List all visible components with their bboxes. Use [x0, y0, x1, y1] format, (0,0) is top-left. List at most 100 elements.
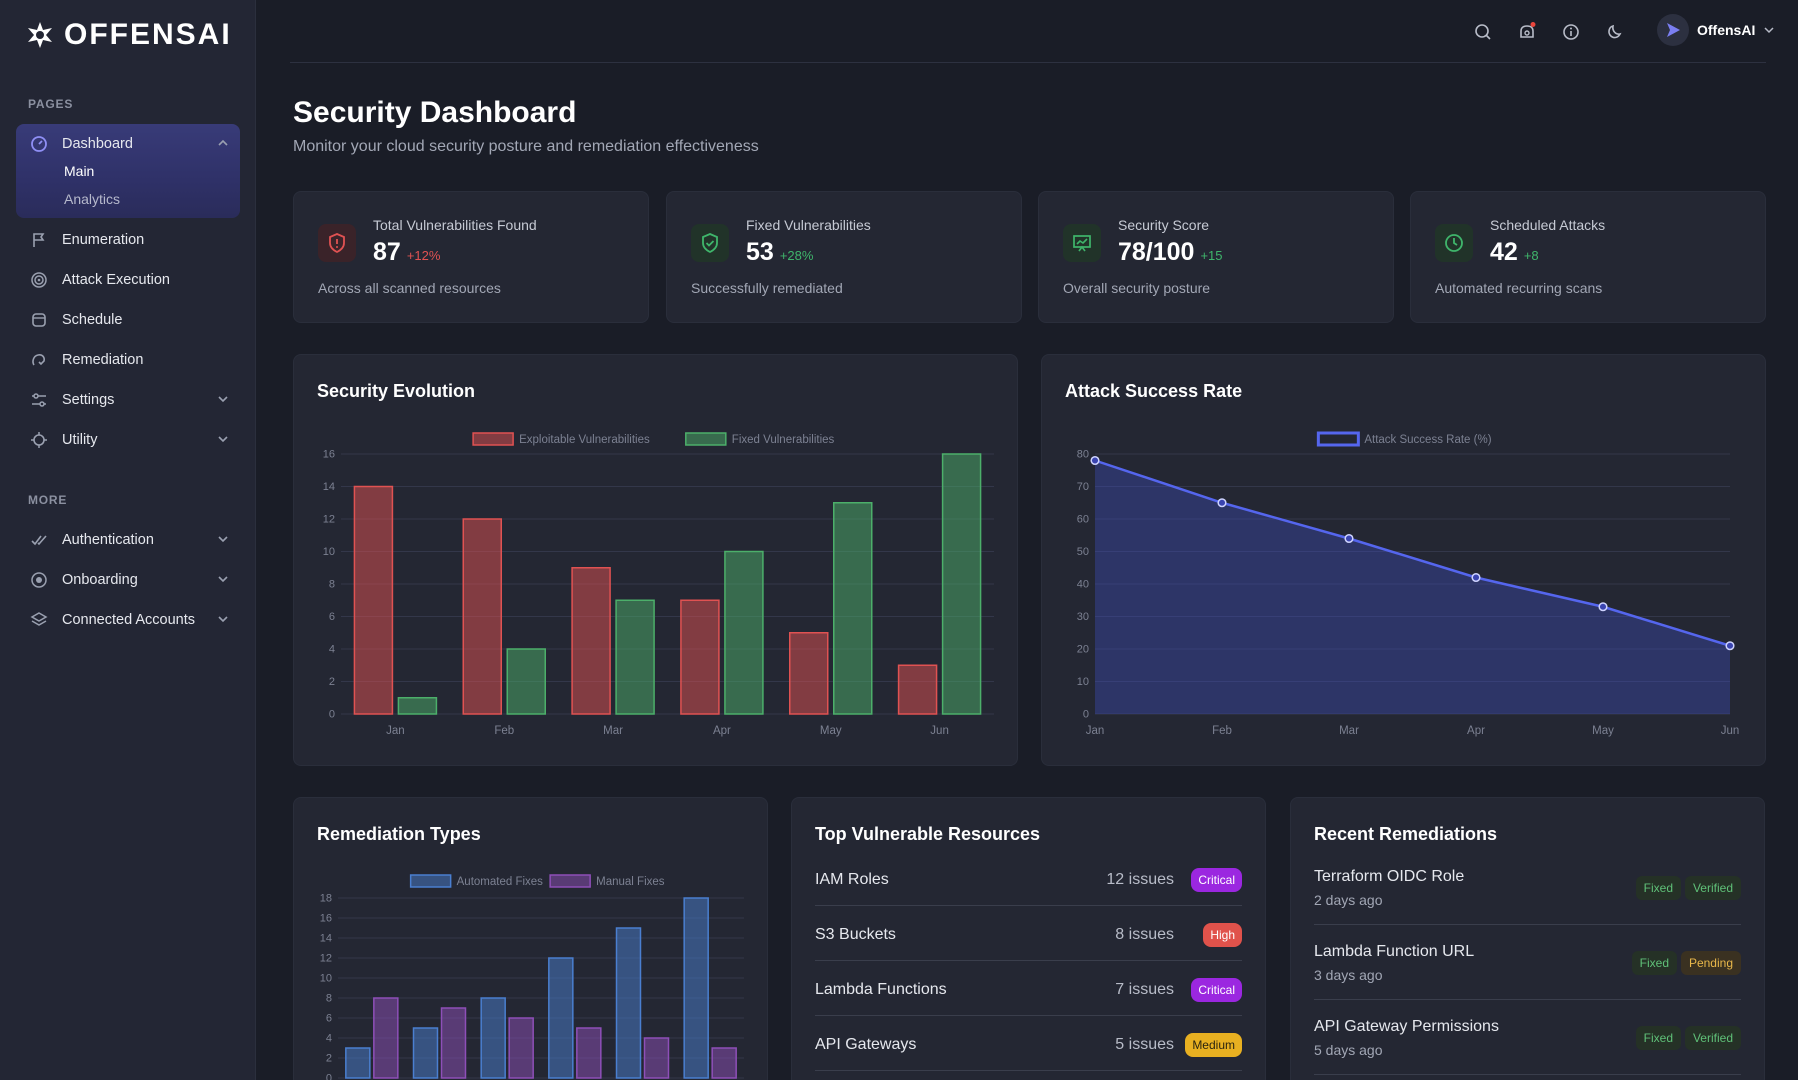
sidebar-item-enumeration[interactable]: Enumeration: [16, 222, 240, 258]
sidebar-item-label: Settings: [62, 392, 115, 408]
remediation-row[interactable]: Terraform OIDC Role 2 days ago Fixed Ver…: [1314, 850, 1741, 925]
remediation-row[interactable]: API Gateway Permissions 5 days ago Fixed…: [1314, 1000, 1741, 1075]
sliders-icon: [30, 391, 48, 409]
stat-label: Total Vulnerabilities Found: [373, 217, 537, 233]
stat-card-total-vulnerabilities: Total Vulnerabilities Found 87 +12% Acros…: [293, 191, 649, 323]
severity-badge: Medium: [1185, 1033, 1242, 1057]
y-tick-label: 14: [320, 933, 332, 945]
y-tick-label: 10: [1077, 676, 1089, 688]
sidebar-item-authentication[interactable]: Authentication: [16, 522, 240, 558]
resource-row[interactable]: IAM Roles 12 issues Critical: [815, 851, 1242, 906]
y-tick-label: 16: [320, 913, 332, 925]
resource-row[interactable]: S3 Buckets 8 issues High: [815, 906, 1242, 961]
stat-number: 78/100: [1118, 238, 1195, 266]
resource-count: 7 issues: [1115, 981, 1174, 998]
info-icon[interactable]: [1559, 20, 1583, 44]
y-tick-label: 40: [1077, 579, 1089, 591]
sidebar-item-onboarding[interactable]: Onboarding: [16, 562, 240, 598]
x-tick-label: Feb: [1212, 725, 1232, 737]
play-icon: [1667, 23, 1680, 37]
stat-delta: +8: [1523, 248, 1539, 263]
bar: [897, 664, 938, 715]
resource-row[interactable]: API Gateways 5 issues Medium: [815, 1016, 1242, 1071]
panel-title: Remediation Types: [317, 824, 481, 844]
logo-icon: [28, 22, 52, 48]
sidebar-item-remediation[interactable]: Remediation: [16, 342, 240, 378]
bar: [412, 1027, 439, 1079]
dashboard-icon: [30, 135, 48, 153]
y-tick-label: 60: [1077, 514, 1089, 526]
bar: [548, 957, 574, 1079]
bar: [353, 485, 394, 715]
y-tick-label: 0: [1083, 709, 1089, 721]
bar: [941, 453, 982, 715]
resource-name: API Gateways: [815, 1036, 917, 1053]
y-tick-label: 14: [323, 481, 335, 493]
user-name: OffensAI: [1697, 22, 1756, 38]
sidebar-item-utility[interactable]: Utility: [16, 422, 240, 458]
resource-row[interactable]: Lambda Functions 7 issues Critical: [815, 961, 1242, 1016]
remediation-row[interactable]: Lambda Function URL 3 days ago Fixed Pen…: [1314, 925, 1741, 1000]
sidebar-subitem-main[interactable]: Main: [64, 163, 95, 179]
bar: [711, 1047, 737, 1079]
bar: [615, 599, 655, 715]
remediation-types-panel: Remediation Types 0 2 4 6 8 10 12 14 16 18 Automat…: [293, 797, 768, 1080]
stat-value: 78/100 +15: [1118, 238, 1223, 267]
sidebar-item-label: Authentication: [62, 532, 154, 548]
sidebar-subitem-analytics[interactable]: Analytics: [64, 191, 121, 207]
severity-badge: Critical: [1191, 978, 1242, 1002]
y-tick-label: 6: [326, 1013, 332, 1025]
verification-badge: Pending: [1680, 951, 1741, 975]
x-tick-label: May: [1592, 725, 1614, 737]
sidebar-item-dashboard[interactable]: Dashboard: [16, 126, 240, 162]
logo[interactable]: OFFENSAI: [24, 18, 232, 52]
panel-title: Top Vulnerable Resources: [815, 824, 1041, 844]
x-tick-label: Apr: [713, 725, 731, 737]
page-title: Security Dashboard: [293, 96, 577, 129]
chevron-down-icon: [216, 572, 230, 590]
remediation-time: 5 days ago: [1314, 1042, 1383, 1058]
bar: [724, 550, 764, 715]
data-point: [1344, 533, 1354, 544]
sidebar-item-connected-accounts[interactable]: Connected Accounts: [16, 602, 240, 638]
series-line: [1094, 459, 1731, 647]
logo-text: OFFENSAI: [64, 18, 232, 51]
stat-label: Security Score: [1118, 217, 1210, 233]
search-icon[interactable]: [1471, 20, 1495, 44]
legend-label: Attack Success Rate (%): [1364, 434, 1491, 446]
remediation-time: 2 days ago: [1314, 892, 1383, 908]
status-badge: Fixed: [1635, 1026, 1681, 1050]
bar: [397, 697, 438, 715]
user-menu[interactable]: OffensAI: [1657, 14, 1775, 46]
status-badge: Fixed: [1635, 876, 1681, 900]
legend-label: Automated Fixes: [457, 876, 544, 888]
remediation-time: 3 days ago: [1314, 967, 1383, 983]
y-tick-label: 12: [320, 953, 332, 965]
sidebar-item-settings[interactable]: Settings: [16, 382, 240, 418]
stat-number: 87: [373, 238, 401, 266]
legend-swatch: [549, 874, 591, 888]
resource-name: Lambda Functions: [815, 981, 947, 998]
sidebar-item-schedule[interactable]: Schedule: [16, 302, 240, 338]
more-section-label: MORE: [28, 493, 68, 507]
stat-description: Overall security posture: [1063, 280, 1211, 296]
x-tick-label: May: [820, 725, 842, 737]
data-point: [1598, 602, 1608, 612]
y-tick-label: 8: [329, 579, 335, 591]
legend-label: Exploitable Vulnerabilities: [519, 434, 650, 446]
resource-name: IAM Roles: [815, 871, 889, 888]
resource-count: 12 issues: [1106, 871, 1174, 888]
sidebar-item-attack-execution[interactable]: Attack Execution: [16, 262, 240, 298]
attack-success-chart: 0 10 20 30 40 50 60 70 80 Attack Success Rate (%)…: [1077, 431, 1739, 737]
bar: [571, 567, 611, 715]
notifications-icon[interactable]: [1515, 20, 1539, 44]
bar: [506, 648, 546, 715]
resource-name: S3 Buckets: [815, 926, 896, 943]
layers-icon: [30, 611, 48, 629]
presentation-chart-icon: [1063, 224, 1101, 262]
y-tick-label: 18: [320, 893, 332, 905]
y-tick-label: 10: [320, 973, 332, 985]
stat-value: 53 +28%: [746, 238, 813, 267]
stat-description: Successfully remediated: [691, 280, 843, 296]
moon-icon[interactable]: [1603, 20, 1627, 44]
